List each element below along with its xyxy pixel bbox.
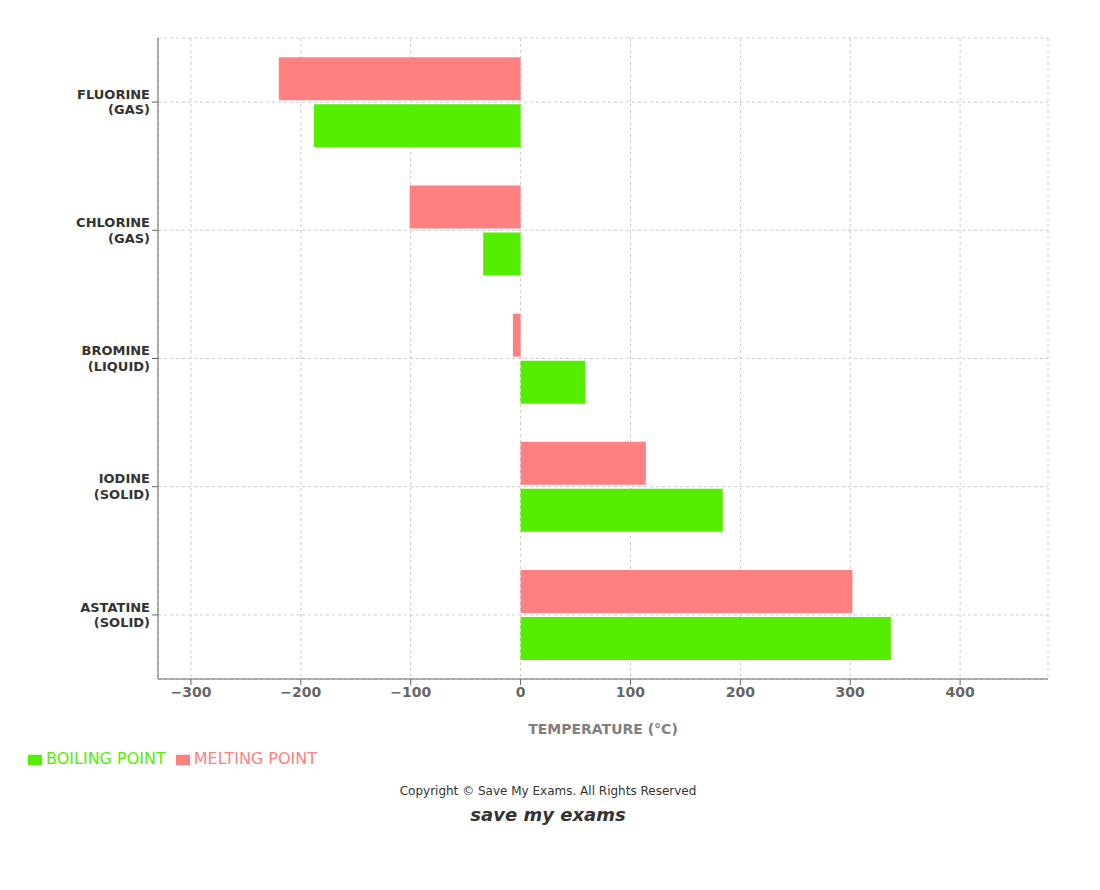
svg-text:0: 0 — [516, 684, 526, 700]
html-text:save my exams: save my exams — [470, 804, 626, 825]
svg-text:−100: −100 — [390, 684, 431, 700]
svg-text:TEMPERATURE (°C): TEMPERATURE (°C) — [528, 721, 678, 737]
svg-text:400: 400 — [945, 684, 974, 700]
svg-text:CHLORINE(GAS): CHLORINE(GAS) — [76, 215, 150, 246]
svg-text:ASTATINE(SOLID): ASTATINE(SOLID) — [80, 600, 150, 631]
svg-text:300: 300 — [836, 684, 865, 700]
svg-text:IODINE(SOLID): IODINE(SOLID) — [94, 471, 150, 502]
svg-text:BROMINE(LIQUID): BROMINE(LIQUID) — [81, 343, 150, 374]
svg-text:200: 200 — [726, 684, 755, 700]
svg-text:−300: −300 — [170, 684, 211, 700]
svg-text:100: 100 — [616, 684, 645, 700]
svg-text:FLUORINE(GAS): FLUORINE(GAS) — [77, 87, 150, 118]
html-text:Copyright © Save My Exams. All: Copyright © Save My Exams. All Rights Re… — [399, 784, 697, 798]
html-text:BOILING POINT: BOILING POINT — [46, 749, 166, 768]
svg-text:−200: −200 — [280, 684, 321, 700]
html-text:MELTING POINT: MELTING POINT — [193, 749, 318, 768]
